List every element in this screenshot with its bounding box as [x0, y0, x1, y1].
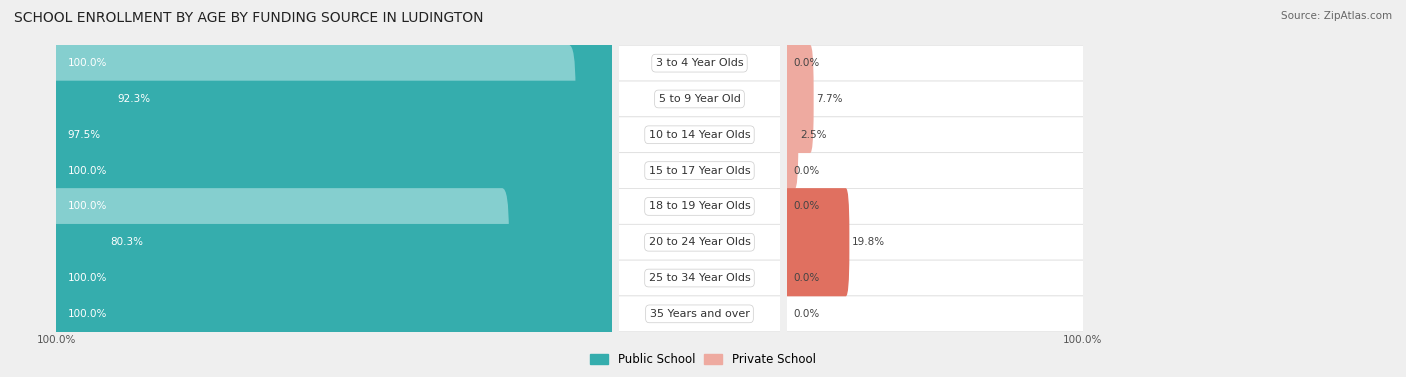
- FancyBboxPatch shape: [49, 45, 575, 153]
- Text: 97.5%: 97.5%: [67, 130, 100, 140]
- FancyBboxPatch shape: [28, 81, 640, 117]
- FancyBboxPatch shape: [599, 153, 800, 188]
- FancyBboxPatch shape: [49, 81, 605, 189]
- FancyBboxPatch shape: [28, 188, 640, 224]
- FancyBboxPatch shape: [49, 260, 619, 368]
- Text: 0.0%: 0.0%: [793, 309, 820, 319]
- FancyBboxPatch shape: [49, 188, 509, 296]
- Text: 35 Years and over: 35 Years and over: [650, 309, 749, 319]
- FancyBboxPatch shape: [28, 45, 640, 81]
- Text: 0.0%: 0.0%: [793, 201, 820, 211]
- Text: 20 to 24 Year Olds: 20 to 24 Year Olds: [648, 237, 751, 247]
- FancyBboxPatch shape: [49, 224, 619, 332]
- Text: SCHOOL ENROLLMENT BY AGE BY FUNDING SOURCE IN LUDINGTON: SCHOOL ENROLLMENT BY AGE BY FUNDING SOUR…: [14, 11, 484, 25]
- FancyBboxPatch shape: [28, 153, 640, 188]
- FancyBboxPatch shape: [28, 260, 640, 296]
- Text: 10 to 14 Year Olds: 10 to 14 Year Olds: [648, 130, 751, 140]
- FancyBboxPatch shape: [599, 45, 800, 81]
- Text: 2.5%: 2.5%: [800, 130, 827, 140]
- Text: 100.0%: 100.0%: [67, 166, 107, 176]
- Text: 5 to 9 Year Old: 5 to 9 Year Old: [658, 94, 741, 104]
- Text: Source: ZipAtlas.com: Source: ZipAtlas.com: [1281, 11, 1392, 21]
- FancyBboxPatch shape: [772, 117, 1098, 153]
- FancyBboxPatch shape: [783, 45, 814, 153]
- FancyBboxPatch shape: [28, 296, 640, 332]
- FancyBboxPatch shape: [49, 152, 619, 261]
- FancyBboxPatch shape: [772, 153, 1098, 188]
- Text: 80.3%: 80.3%: [110, 237, 143, 247]
- FancyBboxPatch shape: [772, 224, 1098, 260]
- FancyBboxPatch shape: [599, 188, 800, 224]
- Text: 7.7%: 7.7%: [815, 94, 842, 104]
- FancyBboxPatch shape: [783, 188, 849, 296]
- FancyBboxPatch shape: [49, 116, 619, 225]
- Text: 92.3%: 92.3%: [118, 94, 150, 104]
- FancyBboxPatch shape: [599, 117, 800, 153]
- Text: 100.0%: 100.0%: [67, 309, 107, 319]
- FancyBboxPatch shape: [783, 81, 799, 189]
- FancyBboxPatch shape: [28, 117, 640, 153]
- FancyBboxPatch shape: [772, 81, 1098, 117]
- Text: 100.0%: 100.0%: [67, 273, 107, 283]
- FancyBboxPatch shape: [772, 296, 1098, 332]
- FancyBboxPatch shape: [28, 224, 640, 260]
- FancyBboxPatch shape: [599, 81, 800, 117]
- Legend: Public School, Private School: Public School, Private School: [586, 349, 820, 371]
- Text: 19.8%: 19.8%: [852, 237, 884, 247]
- FancyBboxPatch shape: [599, 260, 800, 296]
- FancyBboxPatch shape: [599, 224, 800, 260]
- Text: 0.0%: 0.0%: [793, 273, 820, 283]
- Text: 0.0%: 0.0%: [793, 58, 820, 68]
- Text: 100.0%: 100.0%: [67, 58, 107, 68]
- Text: 0.0%: 0.0%: [793, 166, 820, 176]
- FancyBboxPatch shape: [599, 296, 800, 332]
- Text: 18 to 19 Year Olds: 18 to 19 Year Olds: [648, 201, 751, 211]
- FancyBboxPatch shape: [772, 188, 1098, 224]
- FancyBboxPatch shape: [49, 9, 619, 117]
- FancyBboxPatch shape: [772, 260, 1098, 296]
- FancyBboxPatch shape: [772, 45, 1098, 81]
- Text: 15 to 17 Year Olds: 15 to 17 Year Olds: [648, 166, 751, 176]
- Text: 25 to 34 Year Olds: 25 to 34 Year Olds: [648, 273, 751, 283]
- Text: 100.0%: 100.0%: [67, 201, 107, 211]
- Text: 3 to 4 Year Olds: 3 to 4 Year Olds: [655, 58, 744, 68]
